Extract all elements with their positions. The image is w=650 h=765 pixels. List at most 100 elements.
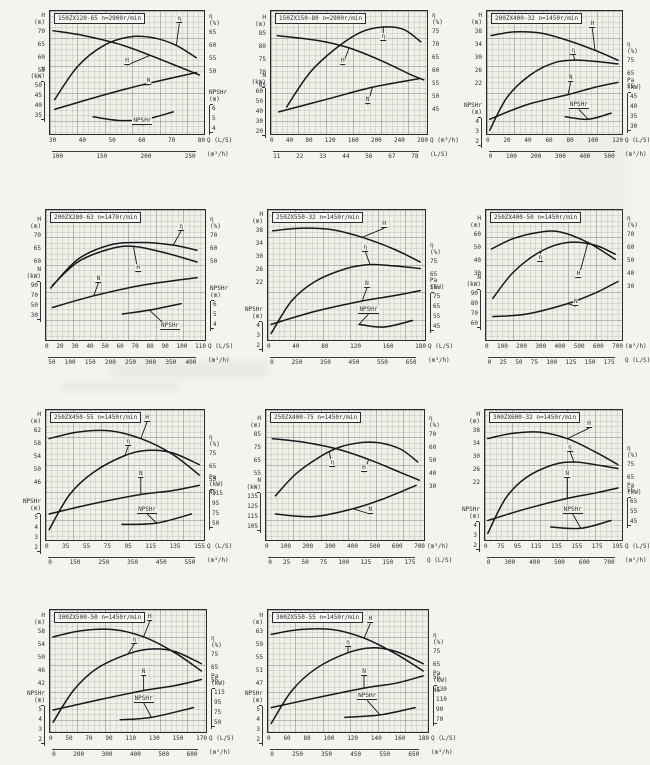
curve-label-leader	[173, 231, 181, 245]
axis-group: NPSHr (m) 4 3 2	[240, 306, 266, 353]
axis-tick-label: 5	[256, 706, 260, 714]
x-axis-tick-values: 0 50 70 90 110 130 150 170	[49, 735, 207, 743]
x-axis-tick-label: 0	[267, 343, 271, 350]
left-axis: H (m) 38 34 30 26 22 NPSHr (m) 4 3 2	[457, 407, 483, 553]
x-axis-tick-values: 0 250 350 450 550 650	[270, 357, 417, 367]
axis-group: NPSHr (m) 5 4 3 2	[18, 498, 44, 555]
x-axis-tick-label: 300	[504, 559, 516, 566]
axis-tick-label: 80	[470, 300, 478, 307]
axis-tick-label: 60	[37, 53, 45, 61]
x-axis-tick-label: 700	[414, 543, 425, 550]
pump-curve-chart-300ZX600-32: H (m) 38 34 30 26 22 NPSHr (m) 4 3 2 η (%) 75 65 55 Pa…	[457, 407, 650, 571]
curve-label-leader	[144, 703, 152, 718]
axis-title: η (%)	[432, 11, 443, 26]
curve-N-Q	[271, 676, 423, 708]
axis-title: H (m)	[469, 411, 480, 426]
x-axis-tick-label: 160	[382, 343, 394, 350]
axis-tick-values: 75 65 55 45	[433, 648, 456, 694]
x-axis-tick-label: 67	[388, 153, 396, 160]
axis-tick-values: 5 4 3 2	[38, 705, 45, 747]
axis-tick-label: 38	[472, 427, 480, 435]
x-axis-tick-label: 350	[127, 559, 138, 566]
x-axis-row-1: 0 40 80 120 160 200 240 280 Q (m³/h)	[270, 137, 459, 149]
axis-tick-label: 42	[37, 680, 45, 688]
axis-tick-label: 60	[209, 42, 217, 50]
axis-title: NPSHr (m)	[463, 101, 482, 116]
axis-tick-label: 45	[433, 687, 441, 695]
x-axis-tick-label: 78	[411, 153, 419, 160]
x-axis-tick-label: 40	[78, 137, 86, 144]
x-axis-unit: (m³/h)	[207, 557, 229, 564]
axis-tick-label: 125	[247, 502, 258, 510]
axis-tick-label: 55	[253, 470, 261, 478]
axis-tick-label: 58	[37, 628, 45, 636]
x-axis-tick-label: 500	[158, 751, 170, 758]
axis-tick-values: 45 40 35 30	[627, 91, 637, 133]
pump-curve-chart-250ZX550-32: H (m) 38 34 30 26 22 NPSHr (m) 4 3 2 η (%) 75 65 55 Pa…	[240, 207, 453, 371]
x-axis-tick-label: 100	[546, 359, 558, 366]
axis-tick-label: 75	[214, 708, 222, 716]
pump-curve-chart-200ZX400-32: H (m) 38 34 30 26 22 NPSHr (m) 4 3 2 η (%) 75 65 55 Pa…	[459, 8, 650, 165]
x-axis-tick-label: 175	[603, 359, 615, 366]
pump-curve-chart-250ZX400-75: H (m) 85 75 65 55 N (kW) 135 125 115 105 η (%) 70 60…	[238, 407, 452, 571]
axis-tick-label: 2	[38, 736, 42, 744]
axis-title: Pa (kW)	[627, 76, 642, 91]
axis-tick-values: 4 3 2	[473, 521, 480, 553]
x-axis-tick-label: 250	[292, 751, 303, 758]
axis-group: NPSHr (m) 5 4 3 2	[240, 690, 266, 747]
curve-label-leader	[364, 623, 370, 638]
axis-tick-label: 2	[34, 544, 38, 552]
x-axis-tick-label: 0	[270, 359, 274, 366]
x-axis-tick-label: 50	[301, 559, 309, 566]
axis-title: NPSHr (m)	[461, 506, 480, 521]
axis-tick-label: 34	[255, 240, 263, 248]
x-axis-tick-label: 150	[69, 559, 81, 566]
pump-curve-chart-300ZX550-55: H (m) 63 59 55 51 47 NPSHr (m) 5 4 3 2 η (%) 75 65 55 4…	[240, 607, 456, 763]
axis-tick-label: 75	[627, 460, 635, 468]
axis-tick-values: 135 125 115 105	[247, 491, 261, 533]
axis-tick-label: 85	[253, 431, 261, 439]
axis-title: H (m)	[30, 216, 41, 231]
axis-tick-label: 2	[256, 342, 260, 350]
axis-title: H (m)	[34, 11, 45, 26]
axis-tick-label: 3	[475, 127, 479, 135]
axis-tick-label: 65	[209, 462, 217, 470]
left-axis: H (m) 38 34 30 26 22 NPSHr (m) 4 3 2	[240, 207, 266, 353]
curve-label-leader	[567, 428, 589, 438]
curves-canvas	[50, 610, 206, 732]
x-axis-tick-label: 80	[321, 343, 329, 350]
x-axis-tick-label: 700	[612, 343, 623, 350]
axis-tick-label: 70	[30, 291, 38, 299]
x-axis-tick-label: 60	[116, 343, 124, 350]
right-axis: η (%) 75 65 55 Pa (kW) 115 95 75 50	[208, 607, 234, 733]
axis-tick-values: 6 5 4	[209, 104, 216, 136]
axis-tick-values: 115 95 75 50	[211, 687, 225, 729]
axis-group: Pa (kW) 115 95 75 50	[208, 673, 234, 729]
x-axis-tick-label: 200	[516, 343, 527, 350]
x-axis-tick-label: 100	[496, 343, 508, 350]
axis-tick-label: 6	[212, 105, 216, 113]
x-axis-tick-label: 155	[194, 543, 205, 550]
x-axis-tick-label: 120	[612, 137, 623, 144]
axis-tick-label: 60	[627, 244, 635, 252]
x-axis-row-1: 0 35 55 75 95 115 135 155 Q (L/S)	[45, 543, 232, 555]
axis-title: η (%)	[210, 216, 221, 231]
curve-label-NPSHr-Q: NPSHr	[358, 306, 379, 314]
x-axis-tick-label: 160	[394, 735, 406, 742]
right-axis: η (%) 75 65 55 Pa (kW) 75 65 55 45	[427, 207, 453, 341]
axis-tick-label: 50	[432, 92, 440, 100]
x-axis-tick-label: 40	[285, 137, 294, 144]
axis-tick-values: 70 60 50 40 30	[429, 431, 452, 490]
axis-tick-label: 55	[433, 312, 441, 320]
x-axis-tick-label: 500	[554, 559, 565, 566]
right-axis: η (%) 70 60 50 40 30	[426, 407, 452, 541]
axis-tick-label: 50	[37, 654, 45, 662]
axis-tick-values: 130 110 90 70	[433, 685, 447, 726]
axis-tick-values: 4 3 2	[256, 321, 263, 353]
axis-tick-label: 55	[37, 66, 45, 74]
axis-title: H (m)	[471, 11, 482, 26]
axis-group: H (m) 62 58 54 50 46	[18, 411, 44, 492]
axis-tick-label: 3	[34, 534, 38, 542]
